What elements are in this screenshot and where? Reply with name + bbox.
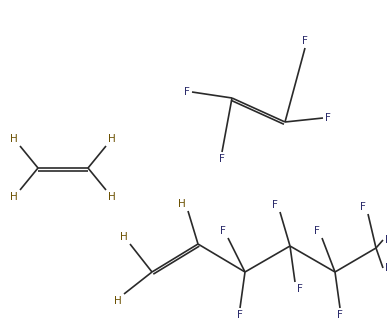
Text: H: H <box>108 192 116 202</box>
Text: F: F <box>219 154 225 164</box>
Text: H: H <box>178 199 186 209</box>
Text: H: H <box>120 232 128 242</box>
Text: F: F <box>302 36 308 46</box>
Text: F: F <box>220 226 226 236</box>
Text: F: F <box>314 226 320 236</box>
Text: F: F <box>297 284 303 294</box>
Text: F: F <box>360 202 366 212</box>
Text: H: H <box>10 134 18 144</box>
Text: F: F <box>184 87 190 97</box>
Text: F: F <box>385 263 387 273</box>
Text: F: F <box>325 113 331 123</box>
Text: F: F <box>385 235 387 245</box>
Text: H: H <box>10 192 18 202</box>
Text: H: H <box>108 134 116 144</box>
Text: F: F <box>272 200 278 210</box>
Text: F: F <box>337 310 343 320</box>
Text: F: F <box>237 310 243 320</box>
Text: H: H <box>114 296 122 306</box>
